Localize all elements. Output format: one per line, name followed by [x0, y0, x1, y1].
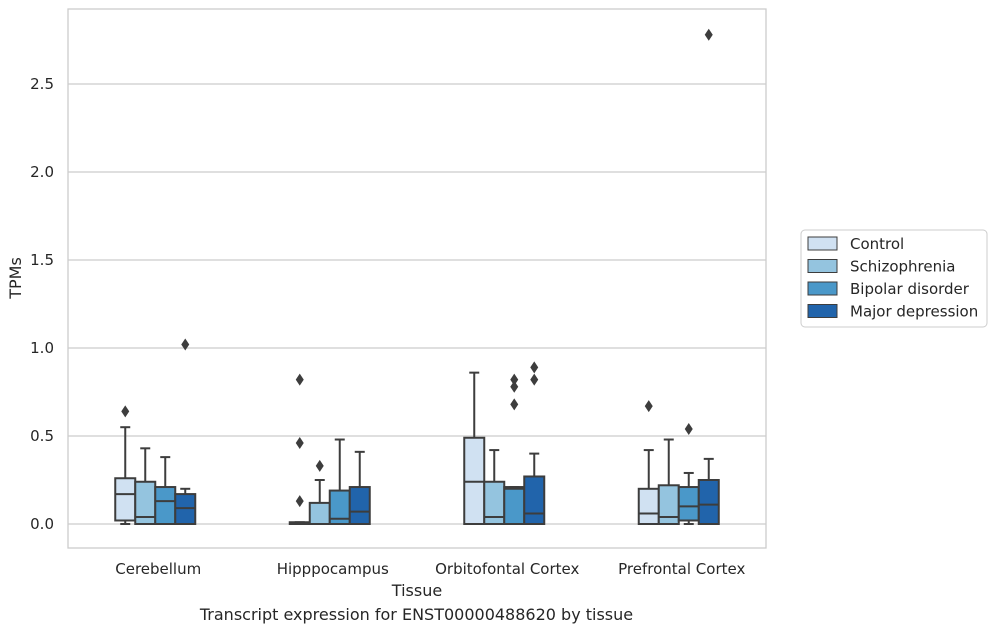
box-bipolar-disorder [503, 373, 526, 526]
box-group [463, 361, 546, 526]
y-tick-label: 0.0 [30, 515, 54, 533]
legend-item: Schizophrenia [807, 258, 955, 276]
outlier-point [510, 398, 519, 411]
box-plot-groups [114, 28, 720, 526]
x-tick-label: Orbitofontal Cortex [435, 560, 579, 578]
x-tick-label: Cerebellum [115, 560, 201, 578]
outlier-point [510, 373, 519, 386]
x-tick-label: Prefrontal Cortex [618, 560, 745, 578]
box [637, 487, 660, 525]
outlier-point [295, 373, 304, 386]
box-control [288, 373, 311, 525]
box-major-depression [523, 361, 546, 526]
box-major-depression [174, 338, 197, 525]
box [677, 486, 700, 522]
outlier-point [295, 437, 304, 450]
y-tick-label: 1.0 [30, 339, 54, 357]
outlier-point [530, 361, 539, 374]
legend-label: Schizophrenia [850, 258, 955, 276]
box-major-depression [348, 450, 371, 526]
x-tick-labels: Cerebellum Hipppocampus Orbitofontal Corte… [115, 560, 745, 578]
box-control [637, 400, 660, 525]
box-schizophrenia [134, 447, 157, 526]
y-tick-label: 0.5 [30, 427, 54, 445]
legend-label: Bipolar disorder [850, 280, 970, 298]
box-schizophrenia [657, 438, 680, 525]
outlier-point [510, 380, 519, 393]
legend-item: Bipolar disorder [807, 280, 970, 298]
y-axis-label: TPMs [6, 257, 25, 300]
box-bipolar-disorder [328, 438, 351, 525]
legend-swatch [807, 281, 838, 296]
legend-swatch [807, 304, 838, 318]
box-group [114, 338, 197, 526]
box-control [114, 405, 137, 525]
box [657, 484, 680, 525]
legend-label: Major depression [850, 303, 978, 321]
legend-swatch [807, 259, 838, 273]
legend-swatch [807, 236, 838, 251]
outlier-point [121, 405, 130, 418]
box-bipolar-disorder [677, 422, 700, 525]
box-schizophrenia [308, 459, 331, 526]
box [503, 486, 526, 526]
outlier-point [530, 373, 539, 386]
box [154, 486, 177, 526]
box-schizophrenia [483, 449, 506, 526]
box [308, 501, 331, 526]
plot-frame [67, 8, 767, 549]
box-group [637, 28, 720, 525]
legend: Control Schizophrenia Bipolar disorder Majo… [800, 229, 988, 328]
box-control [463, 371, 486, 526]
grid-lines [68, 83, 766, 525]
y-tick-label: 1.5 [30, 251, 54, 269]
x-axis-label: Tissue [391, 581, 442, 600]
box [348, 486, 371, 526]
box-major-depression [697, 28, 720, 525]
outlier-point [684, 422, 693, 435]
box-bipolar-disorder [154, 456, 177, 526]
legend-item: Control [807, 235, 904, 253]
outlier-point [704, 28, 713, 41]
legend-frame [800, 229, 988, 328]
y-tick-label: 2.0 [30, 163, 54, 181]
outlier-point [181, 338, 190, 351]
legend-item: Major depression [807, 303, 978, 321]
box [114, 477, 137, 522]
box [523, 475, 546, 526]
box [697, 479, 720, 525]
chart-caption: Transcript expression for ENST0000048862… [199, 605, 634, 624]
y-tick-labels: 0.0 0.5 1.0 1.5 2.0 2.5 [30, 75, 54, 533]
outlier-point [315, 459, 324, 472]
y-tick-label: 2.5 [30, 75, 54, 93]
box-group [288, 373, 371, 526]
outlier-point [644, 400, 653, 413]
legend-label: Control [850, 235, 904, 253]
outlier-point [295, 495, 304, 508]
x-tick-label: Hipppocampus [277, 560, 389, 578]
